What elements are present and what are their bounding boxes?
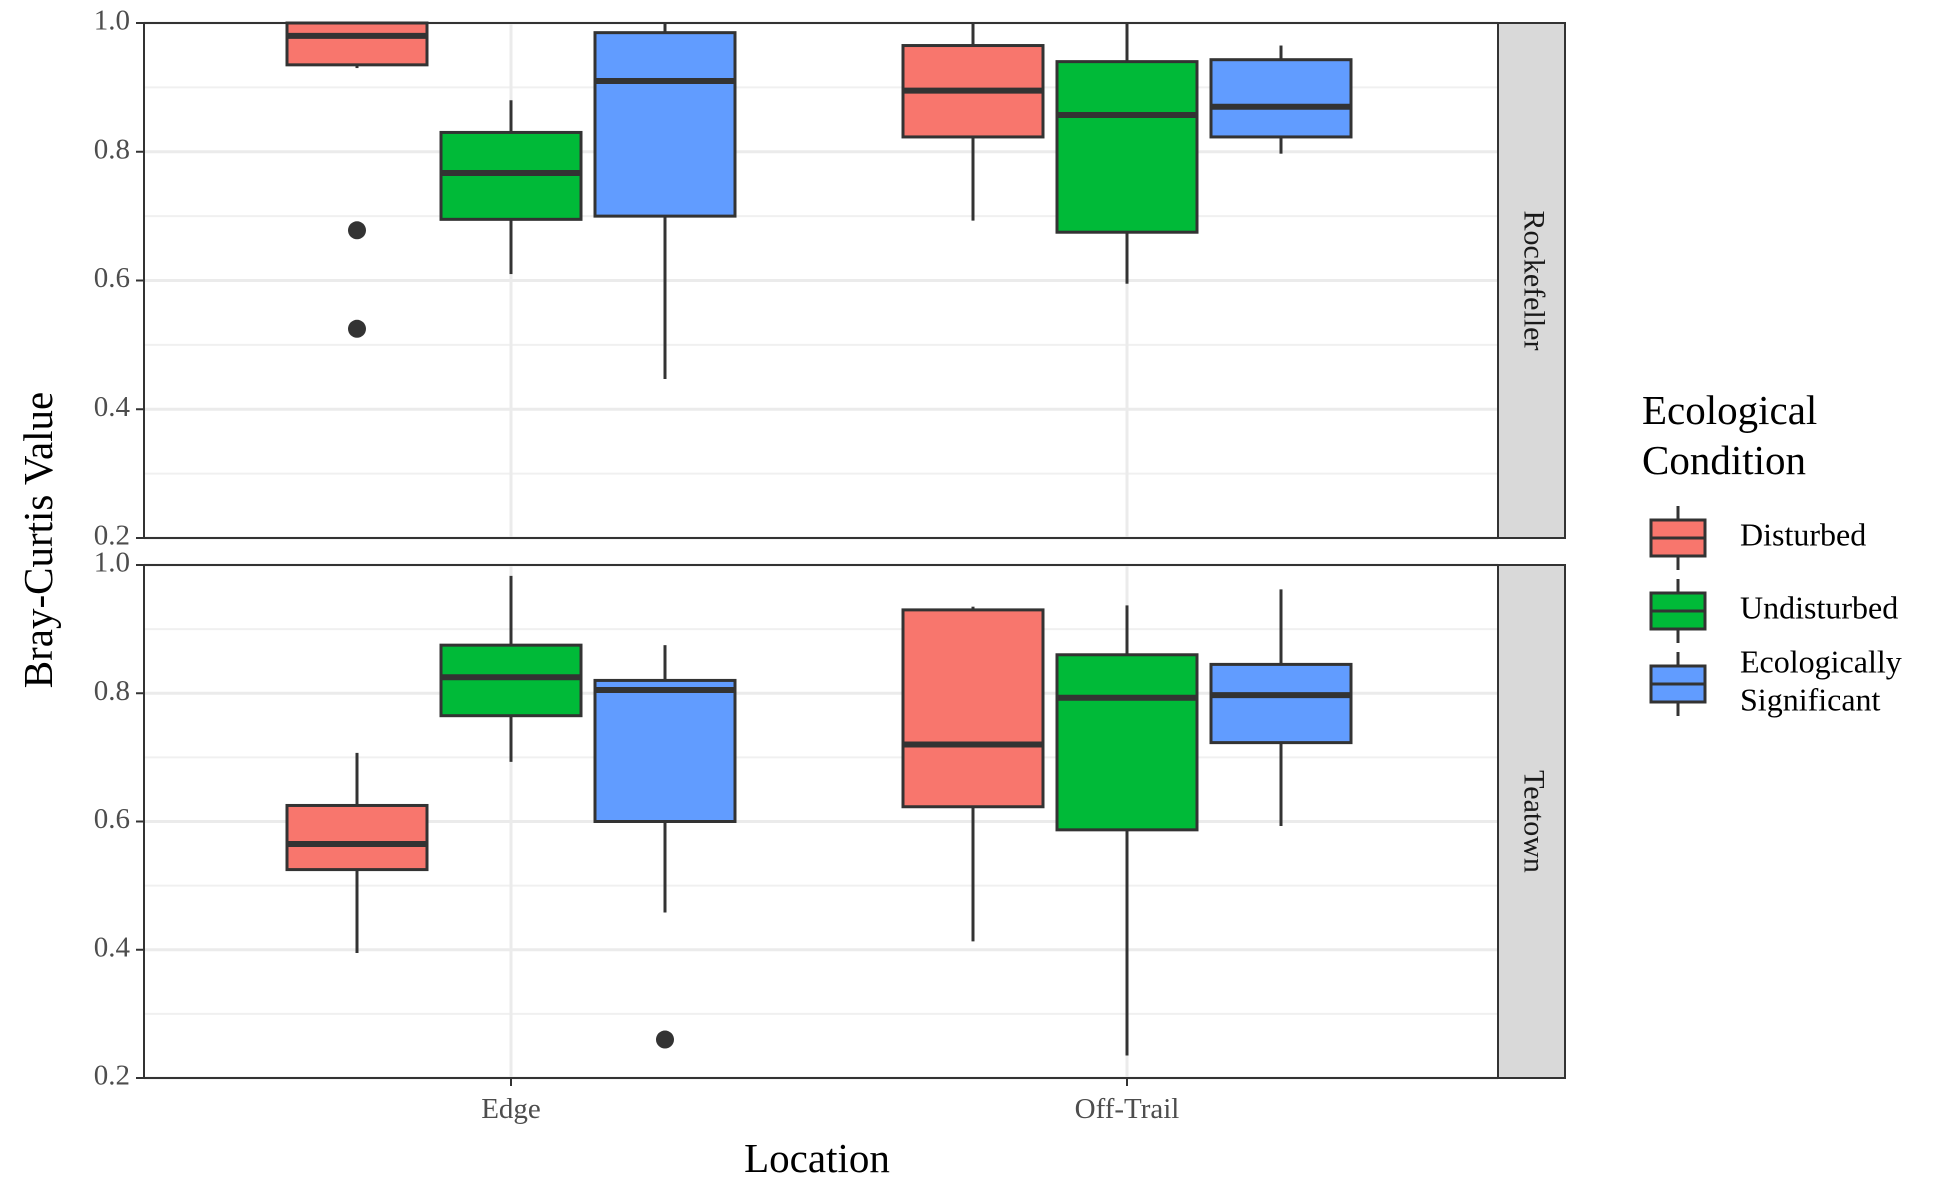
y-tick-label: 0.6 <box>94 803 130 835</box>
y-tick-label: 0.8 <box>94 133 130 165</box>
outlier-point <box>348 221 366 240</box>
facet-panels: Rockefeller 0.2 0.4 0.6 0.8 1.0 Teatown 0.2 0.4 0… <box>94 5 1566 1125</box>
x-axis-title: Location <box>744 1135 890 1181</box>
box-iqr <box>439 643 583 718</box>
y-tick-label: 0.4 <box>94 391 131 423</box>
legend-label: Disturbed <box>1740 516 1866 552</box>
box-teatown-off-trail-disturbed <box>901 606 1045 942</box>
y-axis-title: Bray-Curtis Value <box>15 392 61 688</box>
legend-entry-undisturbed: Undisturbed <box>1649 579 1898 643</box>
legend-title: Condition <box>1642 437 1806 483</box>
box-rockefeller-edge-ecologically-significant <box>593 23 737 379</box>
facet-panel-teatown: Teatown 0.2 0.4 0.6 0.8 1.0 Edge Off-Trail <box>94 547 1566 1125</box>
facet-panel-rockefeller: Rockefeller 0.2 0.4 0.6 0.8 1.0 <box>94 5 1566 552</box>
legend-label: Undisturbed <box>1740 589 1898 625</box>
facet-strip-label: Rockefeller <box>1518 211 1551 351</box>
box-rockefeller-edge-undisturbed <box>439 100 583 275</box>
y-tick-label: 0.8 <box>94 675 130 707</box>
box-teatown-off-trail-ecologically-significant <box>1209 589 1353 826</box>
box-iqr <box>1209 58 1353 139</box>
box-rockefeller-off-trail-undisturbed <box>1055 23 1199 284</box>
legend-label: Ecologically <box>1740 643 1902 679</box>
outlier-point <box>656 1030 674 1049</box>
box-teatown-edge-undisturbed <box>439 575 583 762</box>
box-rockefeller-edge-disturbed <box>285 21 429 338</box>
facet-strip <box>1497 564 1566 1079</box>
box-teatown-edge-ecologically-significant <box>593 645 737 1049</box>
box-teatown-edge-disturbed <box>285 752 429 953</box>
y-tick-label: 0.2 <box>94 1060 130 1092</box>
y-tick-label: 1.0 <box>94 5 130 37</box>
y-tick-label: 1.0 <box>94 547 130 579</box>
y-tick-label: 0.6 <box>94 262 130 294</box>
box-iqr <box>1209 662 1353 745</box>
box-rockefeller-off-trail-ecologically-significant <box>1209 45 1353 154</box>
legend-label: Significant <box>1740 681 1881 717</box>
x-tick-label: Edge <box>481 1093 541 1125</box>
box-iqr <box>1055 60 1199 234</box>
box-iqr <box>285 21 429 67</box>
box-iqr <box>285 803 429 872</box>
box-iqr <box>1055 653 1199 832</box>
box-iqr <box>593 31 737 218</box>
box-iqr <box>901 608 1045 809</box>
box-teatown-off-trail-undisturbed <box>1055 605 1199 1056</box>
x-tick-label: Off-Trail <box>1075 1093 1180 1125</box>
box-rockefeller-off-trail-disturbed <box>901 23 1045 221</box>
y-tick-label: 0.2 <box>94 520 130 552</box>
facet-strip-label: Teatown <box>1518 770 1551 873</box>
box-iqr <box>593 678 737 823</box>
legend-title: Ecological <box>1642 387 1817 433</box>
facet-strip <box>1497 22 1566 539</box>
outlier-point <box>348 319 366 338</box>
y-tick-label: 0.4 <box>94 931 131 963</box>
legend-entry-disturbed: Disturbed <box>1649 506 1866 570</box>
